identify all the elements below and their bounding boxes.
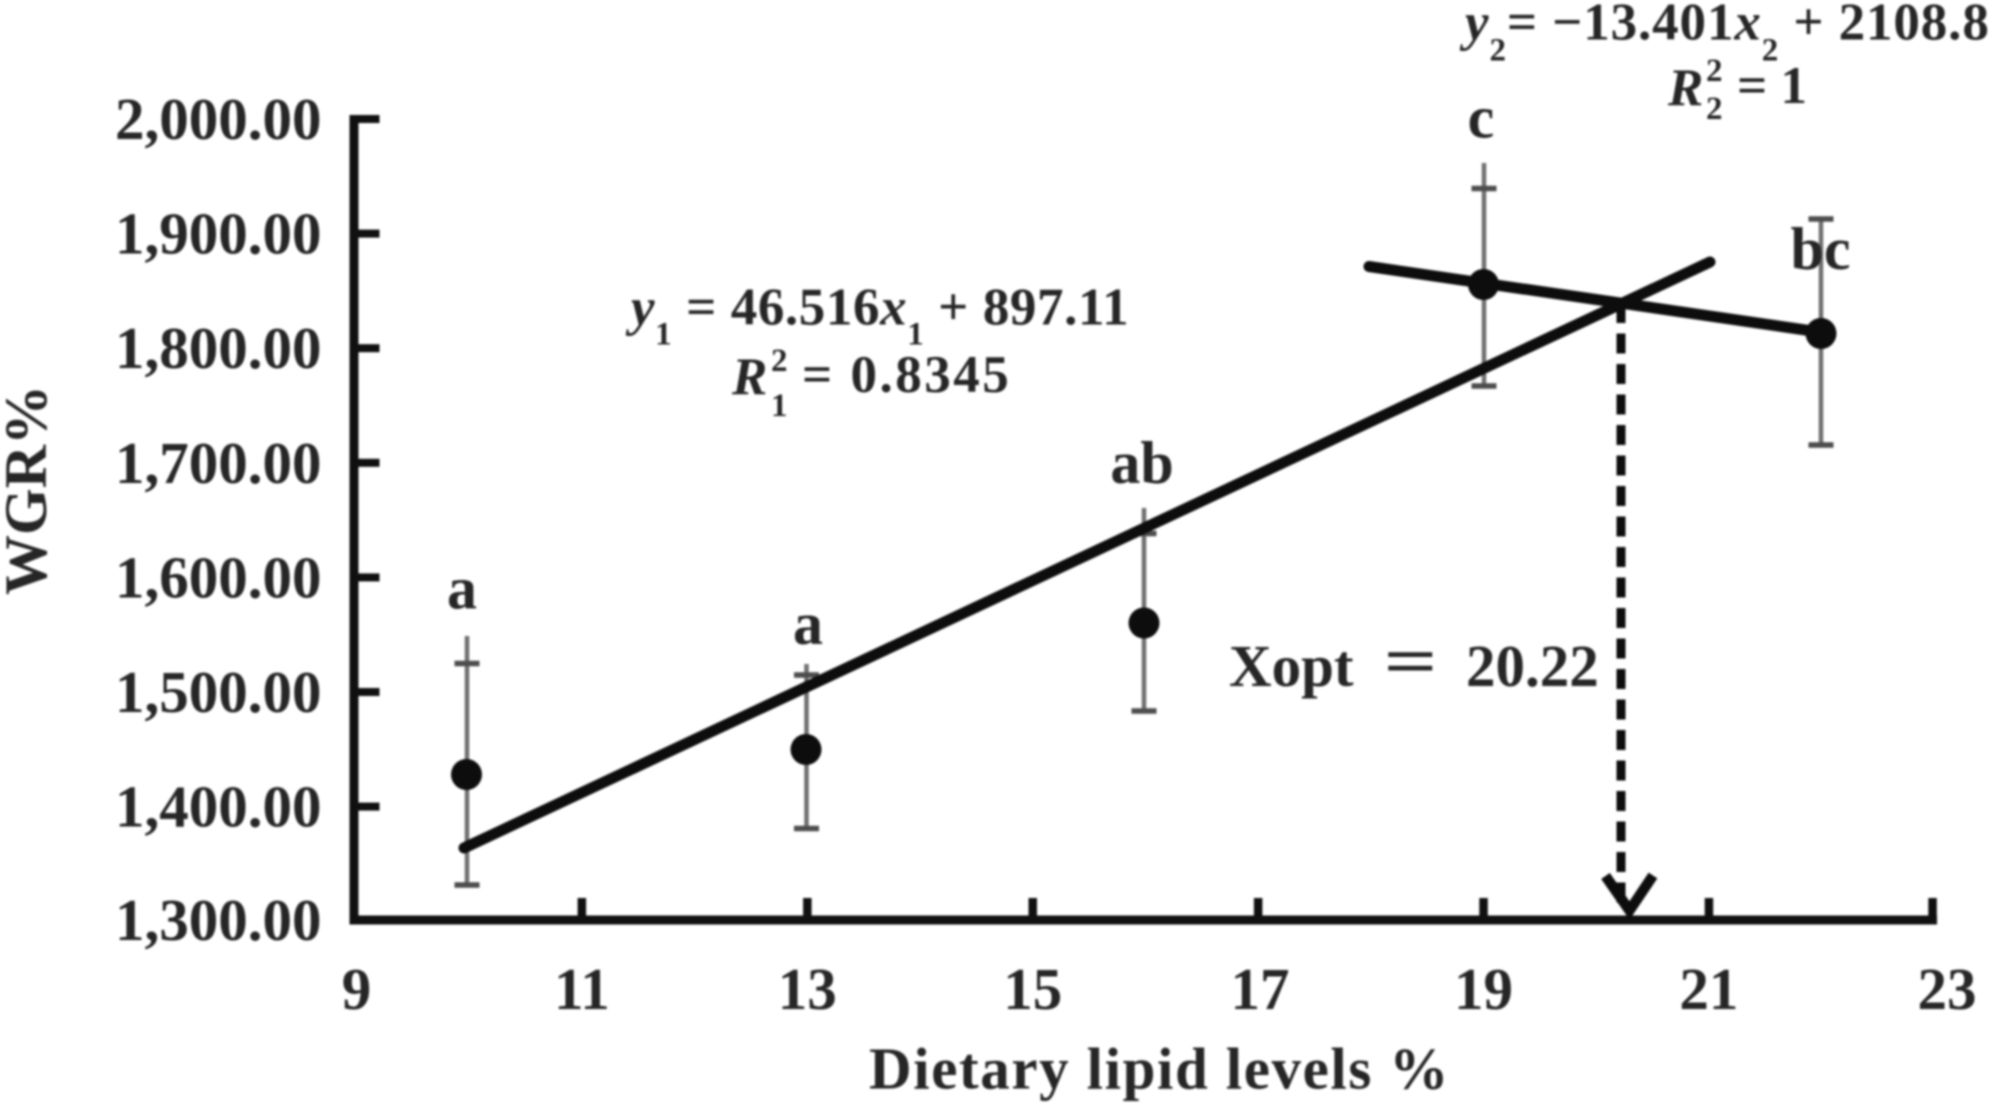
- svg-text:1,800.00: 1,800.00: [115, 315, 322, 381]
- svg-text:1,900.00: 1,900.00: [115, 201, 322, 267]
- svg-text:Xopt: Xopt: [1229, 633, 1354, 699]
- svg-text:1: 1: [771, 388, 788, 424]
- svg-text:WGR%: WGR%: [0, 385, 59, 595]
- svg-text:1,500.00: 1,500.00: [115, 659, 322, 725]
- svg-text:13: 13: [778, 956, 837, 1022]
- svg-text:11: 11: [554, 956, 610, 1022]
- svg-text:9: 9: [342, 956, 372, 1022]
- svg-text:a: a: [447, 556, 477, 622]
- svg-text:= 1: = 1: [1737, 57, 1807, 115]
- svg-text:15: 15: [1003, 956, 1062, 1022]
- svg-text:23: 23: [1918, 956, 1977, 1022]
- svg-text:R: R: [731, 348, 767, 406]
- svg-text:2: 2: [771, 343, 788, 379]
- svg-text:1,300.00: 1,300.00: [115, 887, 322, 953]
- svg-text:21: 21: [1679, 956, 1738, 1022]
- svg-text:1,700.00: 1,700.00: [115, 430, 322, 496]
- svg-text:c: c: [1468, 85, 1495, 151]
- svg-text:=: =: [1384, 624, 1438, 699]
- svg-text:2: 2: [1706, 91, 1723, 127]
- svg-text:1,600.00: 1,600.00: [115, 544, 322, 610]
- svg-text:bc: bc: [1791, 216, 1851, 282]
- svg-text:R: R: [1667, 59, 1703, 117]
- svg-text:19: 19: [1454, 956, 1513, 1022]
- svg-text:Dietary lipid levels %: Dietary lipid levels %: [869, 1036, 1450, 1102]
- svg-text:17: 17: [1231, 956, 1290, 1022]
- svg-text:1,400.00: 1,400.00: [115, 774, 322, 840]
- svg-text:ab: ab: [1110, 430, 1173, 496]
- svg-text:y1 = 46.516x1 + 897.11: y1 = 46.516x1 + 897.11: [625, 279, 1129, 353]
- svg-text:2,000.00: 2,000.00: [115, 86, 322, 152]
- svg-text:2: 2: [1706, 53, 1723, 89]
- svg-text:y2= −13.401x2 + 2108.8: y2= −13.401x2 + 2108.8: [1459, 0, 1990, 69]
- svg-text:20.22: 20.22: [1466, 633, 1599, 699]
- svg-text:a: a: [793, 591, 823, 657]
- svg-text:= 0.8345: = 0.8345: [802, 346, 1011, 404]
